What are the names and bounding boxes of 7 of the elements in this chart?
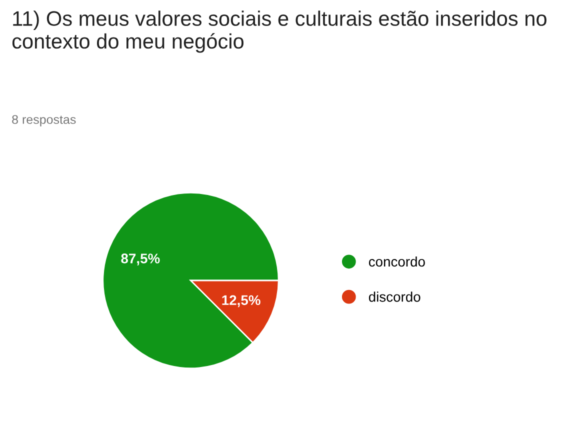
chart-title: 11) Os meus valores sociais e culturais estão inseridos no contexto do meu negócio [12, 10, 546, 53]
legend-label: concordo [368, 256, 425, 267]
pie-slice [102, 192, 280, 370]
chart-subtitle: 8 respostas [12, 115, 76, 126]
legend-label: discordo [368, 292, 420, 302]
data-label: 87,5% [121, 254, 160, 266]
data-label: 12,5% [222, 295, 260, 308]
